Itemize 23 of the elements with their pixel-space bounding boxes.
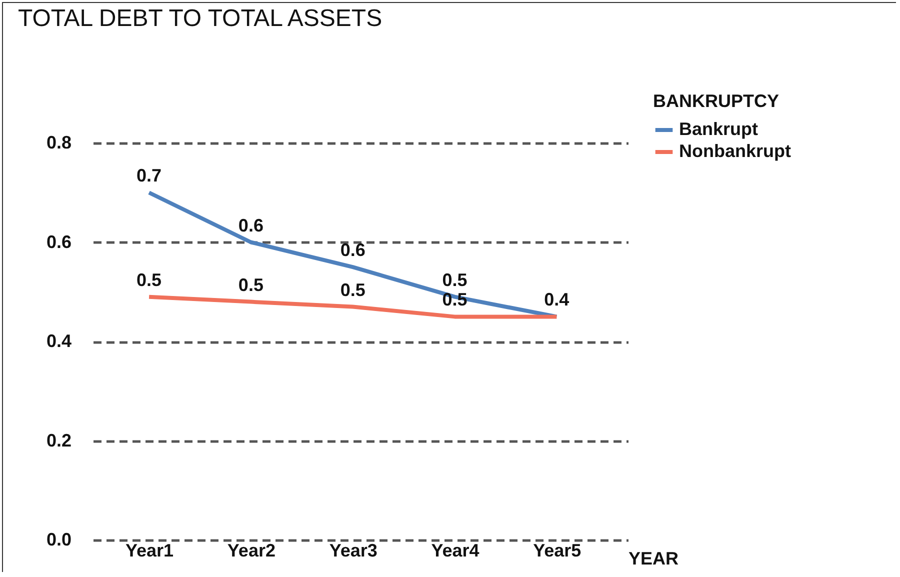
- y-tick-label: 0.6: [46, 232, 72, 252]
- x-axis-title: YEAR: [628, 548, 679, 568]
- x-tick-label: Year3: [329, 540, 378, 560]
- x-tick-label: Year2: [227, 540, 276, 560]
- y-tick-label: 0.2: [46, 430, 72, 450]
- data-label: 0.5: [340, 280, 366, 300]
- y-tick-label: 0.0: [46, 530, 72, 550]
- legend-label: Nonbankrupt: [679, 141, 791, 161]
- x-tick-label: Year4: [431, 540, 480, 560]
- data-label: 0.6: [238, 215, 264, 236]
- data-label: 0.5: [442, 270, 468, 290]
- legend-title: BANKRUPTCY: [653, 91, 779, 111]
- legend-label: Bankrupt: [679, 119, 758, 139]
- x-tick-label: Year1: [126, 540, 174, 560]
- data-label: 0.7: [136, 166, 162, 186]
- y-tick-label: 0.4: [46, 331, 72, 351]
- data-label: 0.6: [340, 240, 366, 260]
- data-label: 0.5: [136, 270, 162, 290]
- data-label: 0.5: [238, 274, 264, 295]
- data-label: 0.4: [544, 290, 570, 310]
- y-tick-label: 0.8: [46, 132, 72, 152]
- chart-title: TOTAL DEBT TO TOTAL ASSETS: [18, 5, 382, 32]
- x-tick-label: Year5: [533, 540, 582, 560]
